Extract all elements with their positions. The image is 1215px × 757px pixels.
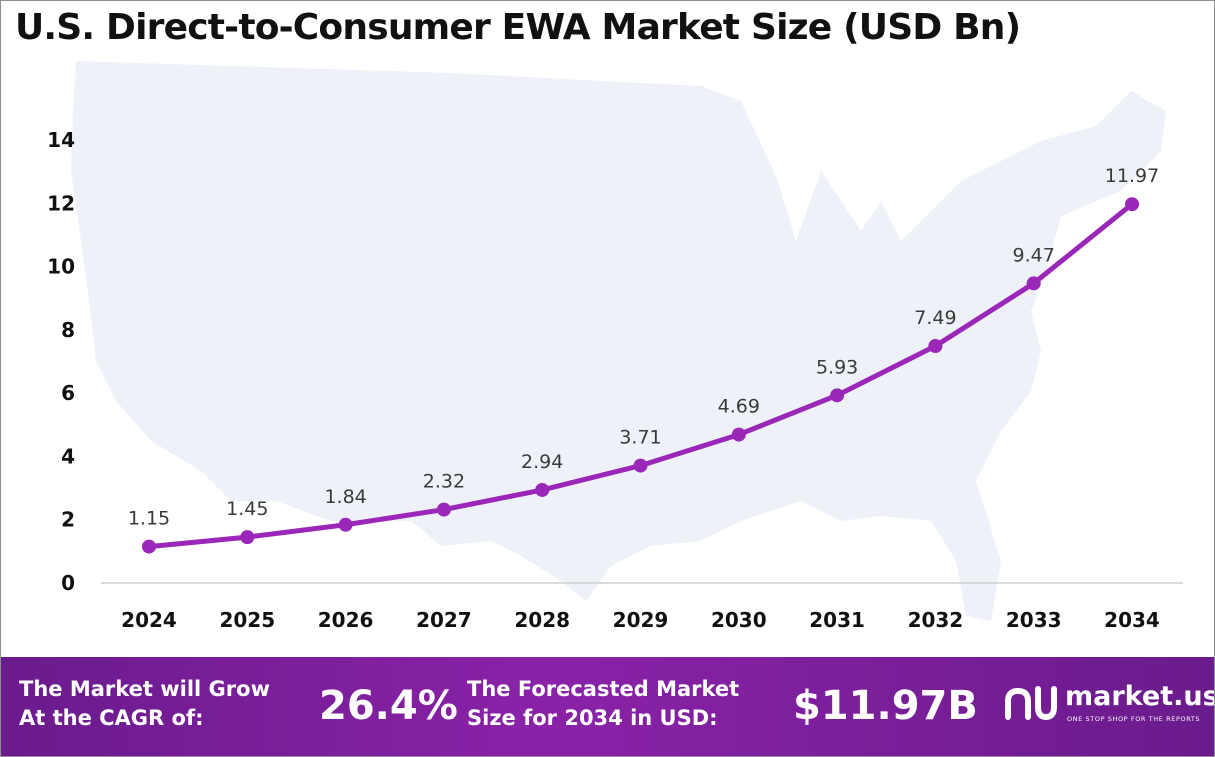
data-label: 1.45 [226,498,268,520]
data-label: 2.32 [423,471,465,493]
forecast-caption-line1: The Forecasted Market [467,677,740,701]
cagr-value: 26.4% [319,683,458,729]
forecast-caption-line2: Size for 2034 in USD: [467,706,718,730]
y-tick-label: 10 [47,255,75,279]
usa-map-background [71,61,1166,621]
y-tick-label: 2 [61,508,75,532]
forecast-value: $11.97B [793,683,978,729]
data-point [633,458,648,473]
x-tick-label: 2029 [613,608,669,632]
data-label: 3.71 [619,427,661,449]
data-point [830,388,845,403]
x-tick-label: 2025 [219,608,275,632]
y-tick-label: 14 [47,128,75,152]
logo-name: market.us [1065,681,1215,712]
x-tick-label: 2028 [514,608,570,632]
footer-banner: The Market will Grow At the CAGR of: 26.… [1,657,1214,756]
series-line [146,201,1135,550]
data-label: 4.69 [718,396,760,418]
x-axis-ticks: 2024 2025 2026 2027 2028 2029 2030 2031 2032 2033… [121,608,1160,632]
cagr-caption-line2: At the CAGR of: [19,706,204,730]
data-point [436,502,451,517]
data-point [731,427,746,442]
data-point [338,517,353,532]
forecast-caption: The Forecasted Market Size for 2034 in U… [467,675,739,733]
cagr-caption: The Market will Grow At the CAGR of: [19,675,270,733]
x-tick-label: 2031 [809,608,865,632]
data-label: 2.94 [521,451,563,473]
y-tick-label: 0 [61,571,75,595]
data-label: 1.15 [128,508,170,530]
y-tick-label: 12 [47,191,75,215]
data-label: 11.97 [1105,165,1159,187]
cagr-caption-line1: The Market will Grow [19,677,270,701]
y-axis-ticks: 0 2 4 6 8 10 12 14 [47,128,75,595]
data-label: 5.93 [816,356,858,378]
x-tick-label: 2032 [908,608,964,632]
x-tick-label: 2034 [1104,608,1160,632]
logo-tagline: ONE STOP SHOP FOR THE REPORTS [1067,715,1201,723]
data-label: 9.47 [1013,244,1055,266]
x-tick-label: 2030 [711,608,767,632]
data-point [142,539,156,554]
y-tick-label: 6 [61,381,75,405]
data-label: 7.49 [914,307,956,329]
chart-title: U.S. Direct-to-Consumer EWA Market Size … [15,7,1021,48]
data-point [1026,276,1041,291]
x-tick-label: 2024 [121,608,177,632]
x-tick-label: 2026 [318,608,374,632]
series-points [142,197,1139,554]
data-point [1125,197,1139,212]
line-chart: 0 2 4 6 8 10 12 14 2024 2025 2026 2027 2028 2029 2030… [47,128,1183,632]
y-tick-label: 8 [61,318,75,342]
x-tick-label: 2027 [416,608,472,632]
data-point [535,482,550,497]
data-labels: 1.15 1.45 1.84 2.32 2.94 3.71 4.69 5.93 7.49 9.47… [128,165,1159,529]
x-tick-label: 2033 [1006,608,1062,632]
data-point [928,338,943,353]
y-tick-label: 4 [61,444,75,468]
data-point [240,530,255,545]
market-us-logo-icon [1005,686,1057,721]
data-label: 1.84 [324,486,366,508]
